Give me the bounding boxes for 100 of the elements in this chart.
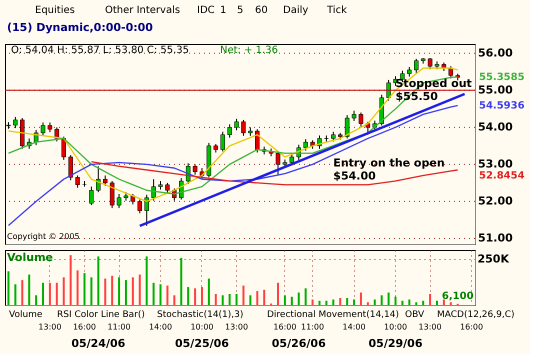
bar bbox=[277, 282, 280, 305]
text: IDC bbox=[197, 5, 215, 16]
text: Equities bbox=[35, 5, 75, 16]
bar bbox=[429, 294, 432, 305]
text: Tick bbox=[326, 5, 348, 16]
candlestick bbox=[68, 154, 73, 181]
y-tick-label: 56.00 bbox=[478, 46, 514, 60]
bar bbox=[104, 278, 106, 305]
bar bbox=[346, 298, 348, 305]
y-tick-label: 250K bbox=[478, 252, 510, 266]
text: 05/26/06 bbox=[272, 337, 326, 350]
y-tick-label: 52.00 bbox=[478, 194, 514, 208]
bar bbox=[48, 282, 51, 305]
bar bbox=[332, 300, 334, 305]
bar bbox=[21, 280, 24, 305]
x-tick-label: 14:00 bbox=[342, 322, 366, 332]
x-tick-label: 11:00 bbox=[108, 322, 131, 332]
text: OBV bbox=[405, 310, 425, 320]
bar bbox=[394, 296, 397, 305]
y-tick-label: 54.00 bbox=[478, 120, 514, 134]
bar bbox=[56, 282, 58, 305]
bar bbox=[62, 277, 65, 305]
text: 54.5936 bbox=[479, 100, 525, 112]
bar bbox=[222, 295, 224, 305]
bar bbox=[339, 298, 342, 305]
candlestick bbox=[165, 182, 170, 194]
text: Daily bbox=[283, 5, 308, 16]
bar bbox=[132, 277, 134, 305]
bar bbox=[124, 280, 127, 305]
text: Other Intervals bbox=[105, 5, 180, 16]
candlestick bbox=[75, 174, 80, 188]
bar bbox=[415, 302, 418, 305]
bar bbox=[70, 255, 72, 305]
bar bbox=[28, 274, 30, 305]
candlestick bbox=[234, 118, 239, 131]
bar bbox=[180, 258, 182, 305]
bar bbox=[152, 282, 155, 305]
bar bbox=[173, 295, 176, 305]
bar bbox=[111, 276, 114, 305]
bar bbox=[374, 300, 376, 305]
candlestick bbox=[220, 131, 225, 152]
x-tick-label: 10:00 bbox=[384, 322, 408, 332]
bar bbox=[194, 288, 196, 305]
bar bbox=[312, 300, 314, 305]
candlestick bbox=[138, 199, 142, 214]
annotation: Net: + 1.36 bbox=[220, 45, 278, 56]
bar bbox=[208, 278, 210, 305]
bar bbox=[380, 295, 383, 305]
bar bbox=[228, 294, 231, 305]
chart-title: (15) Dynamic,0:00-0:00 bbox=[7, 21, 154, 34]
bar bbox=[360, 292, 362, 305]
candlestick bbox=[192, 164, 198, 176]
bar bbox=[200, 287, 203, 305]
bar bbox=[236, 294, 238, 305]
bar bbox=[388, 292, 390, 305]
bar bbox=[408, 300, 410, 305]
candlestick bbox=[255, 128, 260, 154]
candlestick bbox=[48, 122, 52, 133]
x-tick-label: 14:00 bbox=[148, 322, 172, 332]
bar bbox=[436, 300, 438, 305]
text: 5 bbox=[237, 5, 244, 16]
bar bbox=[42, 282, 44, 305]
x-tick-label: 16:00 bbox=[460, 322, 484, 332]
text: RSI Color Line Bar() bbox=[57, 310, 145, 320]
bar bbox=[256, 291, 258, 305]
text: Directional Movement(14,14) bbox=[267, 310, 399, 320]
candlestick bbox=[414, 58, 418, 74]
candlestick bbox=[13, 116, 18, 129]
text: MACD(12,26,9,C) bbox=[437, 310, 514, 320]
text: Stochastic(14(1),3) bbox=[157, 310, 244, 320]
text: 05/24/06 bbox=[71, 337, 126, 350]
candlestick bbox=[144, 194, 149, 226]
candlestick bbox=[40, 122, 46, 136]
bar bbox=[7, 271, 10, 305]
candlestick bbox=[102, 174, 108, 186]
y-tick-label: 55.00 bbox=[478, 83, 514, 96]
chart-title: Volume bbox=[7, 251, 53, 264]
y-tick-label: 51.00 bbox=[478, 231, 514, 244]
bar bbox=[422, 300, 424, 305]
candlestick bbox=[241, 119, 246, 136]
x-tick-label: 13:00 bbox=[418, 322, 442, 332]
text: 52.8454 bbox=[479, 170, 525, 182]
candlestick bbox=[352, 110, 356, 122]
bar bbox=[325, 300, 328, 305]
text: 05/29/06 bbox=[368, 337, 423, 350]
bar bbox=[298, 292, 300, 305]
annotation: Copyright © 2005 bbox=[7, 232, 80, 241]
x-tick-label: 11:00 bbox=[301, 322, 324, 332]
bar bbox=[118, 277, 120, 305]
bar bbox=[242, 286, 244, 305]
candlestick bbox=[428, 58, 432, 70]
candlestick bbox=[303, 138, 308, 152]
candlestick bbox=[116, 194, 122, 209]
text: Volume bbox=[9, 310, 43, 320]
candlestick bbox=[407, 66, 412, 78]
annotation: O: 54.04 H: 55.87 L: 53.80 C: 55.35 bbox=[11, 45, 190, 56]
text: 1 bbox=[220, 5, 226, 16]
candlestick bbox=[358, 112, 364, 128]
bar bbox=[290, 296, 293, 305]
bar bbox=[284, 295, 286, 305]
